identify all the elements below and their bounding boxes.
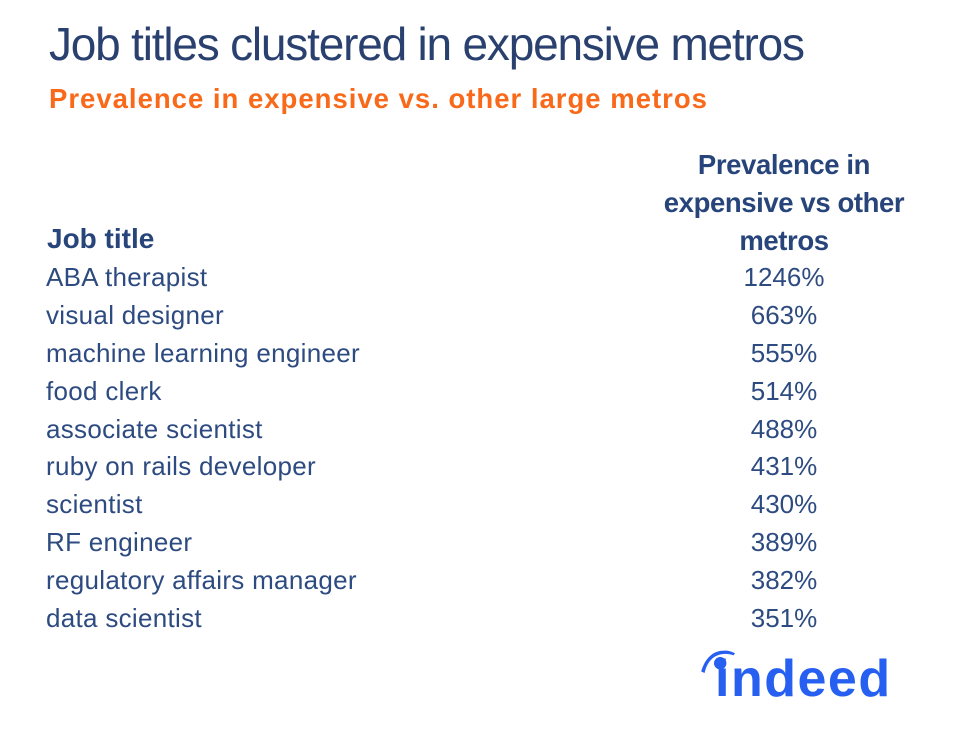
svg-text:indeed: indeed — [715, 650, 892, 705]
